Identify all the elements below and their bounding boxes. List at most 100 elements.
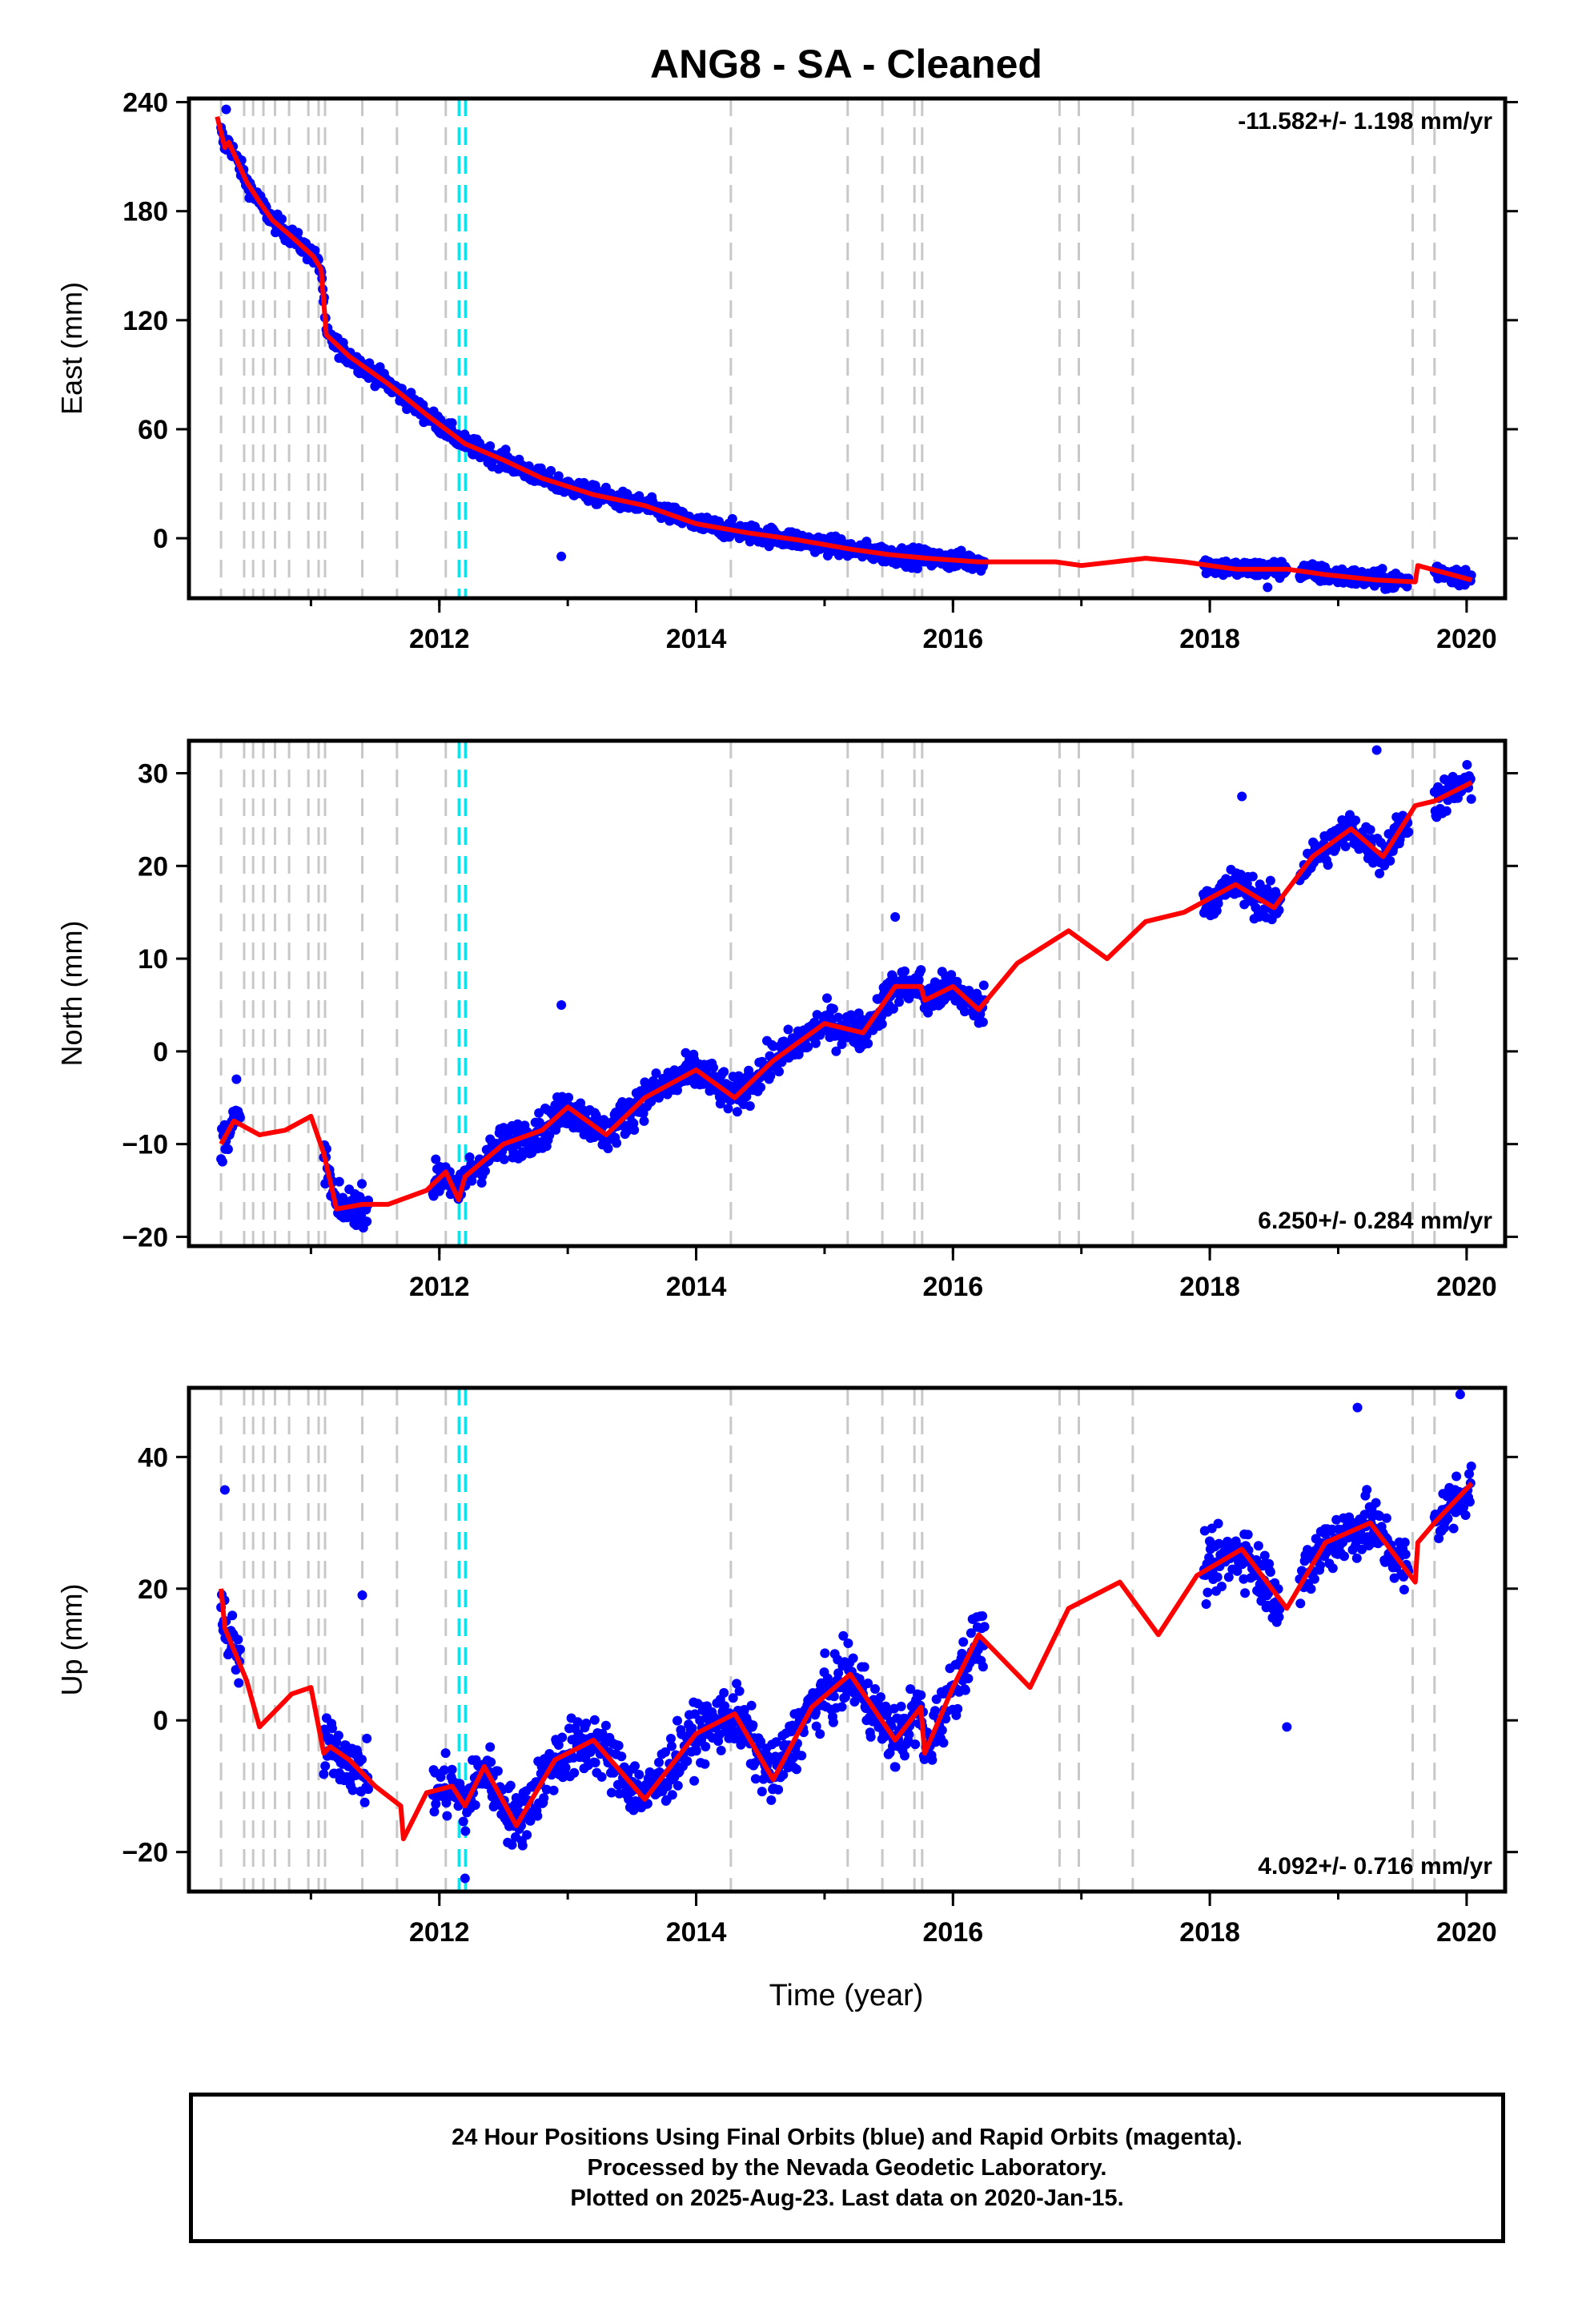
data-point (572, 1717, 583, 1727)
y-tick-label: −20 (122, 1222, 168, 1252)
data-point (600, 1720, 611, 1731)
data-point (1381, 1513, 1391, 1523)
data-point (1371, 745, 1382, 755)
data-point (1239, 1574, 1249, 1584)
data-point (1465, 774, 1476, 784)
data-point (673, 1780, 683, 1791)
y-tick-label: 30 (138, 759, 168, 790)
data-point (1212, 1572, 1223, 1582)
y-tick-label: 0 (153, 1706, 168, 1736)
y-tick-label: 240 (122, 88, 168, 119)
data-point (556, 999, 567, 1010)
data-point (234, 1678, 244, 1688)
data-point (431, 1154, 441, 1164)
data-point (357, 1755, 367, 1765)
data-point (756, 1082, 766, 1092)
data-point (661, 1747, 670, 1757)
data-point (822, 993, 832, 1003)
data-point (612, 1138, 622, 1148)
data-point (863, 1039, 873, 1049)
data-point (1452, 1471, 1462, 1482)
data-point (440, 1748, 451, 1759)
data-point (227, 1610, 238, 1621)
data-point (1237, 791, 1247, 802)
final-orbit-points (216, 745, 1476, 1233)
data-point (716, 1745, 726, 1755)
data-point (838, 1630, 849, 1641)
data-point (480, 1166, 490, 1176)
data-point (500, 444, 511, 455)
data-point (783, 1024, 793, 1035)
y-tick-label: 0 (153, 524, 168, 554)
data-point (774, 1067, 784, 1077)
data-point (1247, 871, 1258, 882)
x-tick-label: 2014 (666, 624, 727, 654)
data-point (719, 1067, 729, 1077)
x-tick-label: 2012 (409, 1272, 470, 1302)
data-point (1399, 1585, 1409, 1594)
data-point (1223, 1572, 1234, 1582)
data-point (541, 1784, 552, 1795)
data-point (1309, 1574, 1319, 1584)
data-point (517, 1840, 528, 1851)
data-point (666, 1734, 676, 1743)
data-point (470, 1800, 480, 1810)
data-point (765, 1071, 776, 1081)
data-point (701, 1742, 711, 1751)
data-point (429, 1807, 440, 1817)
data-point (960, 1685, 970, 1695)
data-point (492, 1766, 503, 1776)
data-point (820, 1648, 830, 1659)
data-point (1371, 1498, 1381, 1508)
data-point (756, 1736, 766, 1747)
data-point (746, 1700, 757, 1711)
data-point (548, 1785, 559, 1795)
x-tick-label: 2020 (1436, 1917, 1497, 1948)
velocity-label: 6.250+/- 0.284 mm/yr (1258, 1208, 1492, 1234)
data-point (1389, 1573, 1399, 1583)
data-point (938, 1738, 949, 1748)
data-point (630, 1761, 640, 1771)
data-point (319, 1769, 329, 1779)
data-point (1201, 1599, 1211, 1609)
data-point (978, 1611, 988, 1621)
data-point (544, 1130, 555, 1140)
data-point (1377, 564, 1387, 574)
data-point (347, 1785, 358, 1795)
velocity-label: 4.092+/- 0.716 mm/yr (1258, 1853, 1492, 1880)
data-point (720, 1701, 730, 1711)
data-point (539, 1793, 549, 1803)
data-point (634, 1770, 644, 1779)
data-point (1295, 1598, 1306, 1609)
data-point (888, 1003, 898, 1014)
footer-line-3: Plotted on 2025-Aug-23. Last data on 202… (570, 2185, 1124, 2211)
data-point (639, 1116, 649, 1126)
data-point (616, 1751, 627, 1762)
data-point (877, 1019, 887, 1029)
data-point (596, 1771, 607, 1782)
x-tick-label: 2020 (1436, 1272, 1497, 1302)
data-point (732, 1107, 742, 1117)
data-point (606, 1787, 616, 1798)
data-point (797, 1751, 807, 1761)
footer-line-1: 24 Hour Positions Using Final Orbits (bl… (452, 2125, 1243, 2150)
data-point (362, 1216, 372, 1227)
footer-info-box: 24 Hour Positions Using Final Orbits (bl… (189, 2093, 1505, 2243)
data-point (937, 1725, 947, 1735)
data-point (843, 1638, 853, 1648)
y-tick-label: 20 (138, 851, 168, 882)
data-point (822, 1673, 833, 1683)
data-point (739, 1705, 749, 1715)
data-point (585, 1747, 596, 1757)
data-point (475, 438, 484, 448)
data-point (966, 1628, 976, 1638)
y-tick-label: 60 (138, 415, 168, 445)
data-point (231, 1665, 241, 1675)
data-point (235, 1112, 245, 1123)
data-point (904, 1729, 914, 1739)
data-point (1217, 1582, 1227, 1591)
data-point (811, 1721, 821, 1731)
data-point (1203, 1587, 1213, 1598)
data-point (1263, 582, 1273, 593)
data-point (837, 1702, 847, 1712)
